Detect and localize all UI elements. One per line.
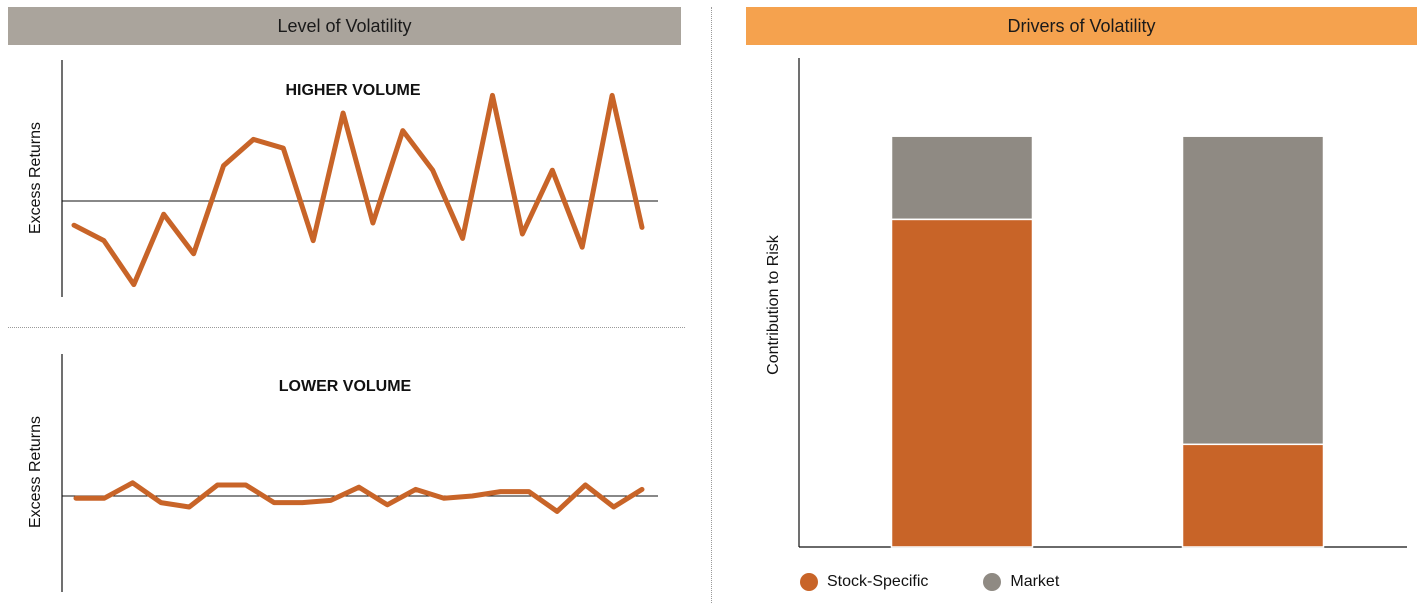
series-group xyxy=(73,480,645,514)
legend-item-market: Market xyxy=(983,573,1059,591)
drivers-of-volatility-header: Drivers of Volatility xyxy=(746,7,1417,45)
chart-title: LOWER VOLUME xyxy=(279,378,412,395)
y-axis-label: Excess Returns xyxy=(27,122,44,234)
legend-label: Market xyxy=(1010,573,1060,590)
market-swatch-icon xyxy=(983,573,1002,591)
horizontal-divider xyxy=(8,327,685,328)
legend: Stock-Specific Market xyxy=(800,570,1114,594)
y-axis-label: Excess Returns xyxy=(27,416,44,528)
bars-group xyxy=(890,135,1325,548)
higher-volume-chart: HIGHER VOLUME Excess Returns xyxy=(27,60,658,297)
bar-stock-specific-1 xyxy=(890,218,1034,548)
stock-specific-swatch-icon xyxy=(800,573,818,591)
lower-volume-chart: LOWER VOLUME Excess Returns xyxy=(27,354,658,592)
chart-title: HIGHER VOLUME xyxy=(285,82,420,99)
series-group xyxy=(71,92,645,288)
legend-item-stock-specific: Stock-Specific xyxy=(800,573,928,591)
y-axis-label: Contribution to Risk xyxy=(765,234,782,375)
level-of-volatility-header: Level of Volatility xyxy=(8,7,681,45)
vertical-divider xyxy=(711,7,712,603)
bar-market-2 xyxy=(1181,135,1325,446)
bar-market-1 xyxy=(890,135,1034,221)
legend-label: Stock-Specific xyxy=(827,573,929,590)
excess-returns-line xyxy=(71,92,645,288)
bar-stock-specific-2 xyxy=(1181,443,1325,548)
